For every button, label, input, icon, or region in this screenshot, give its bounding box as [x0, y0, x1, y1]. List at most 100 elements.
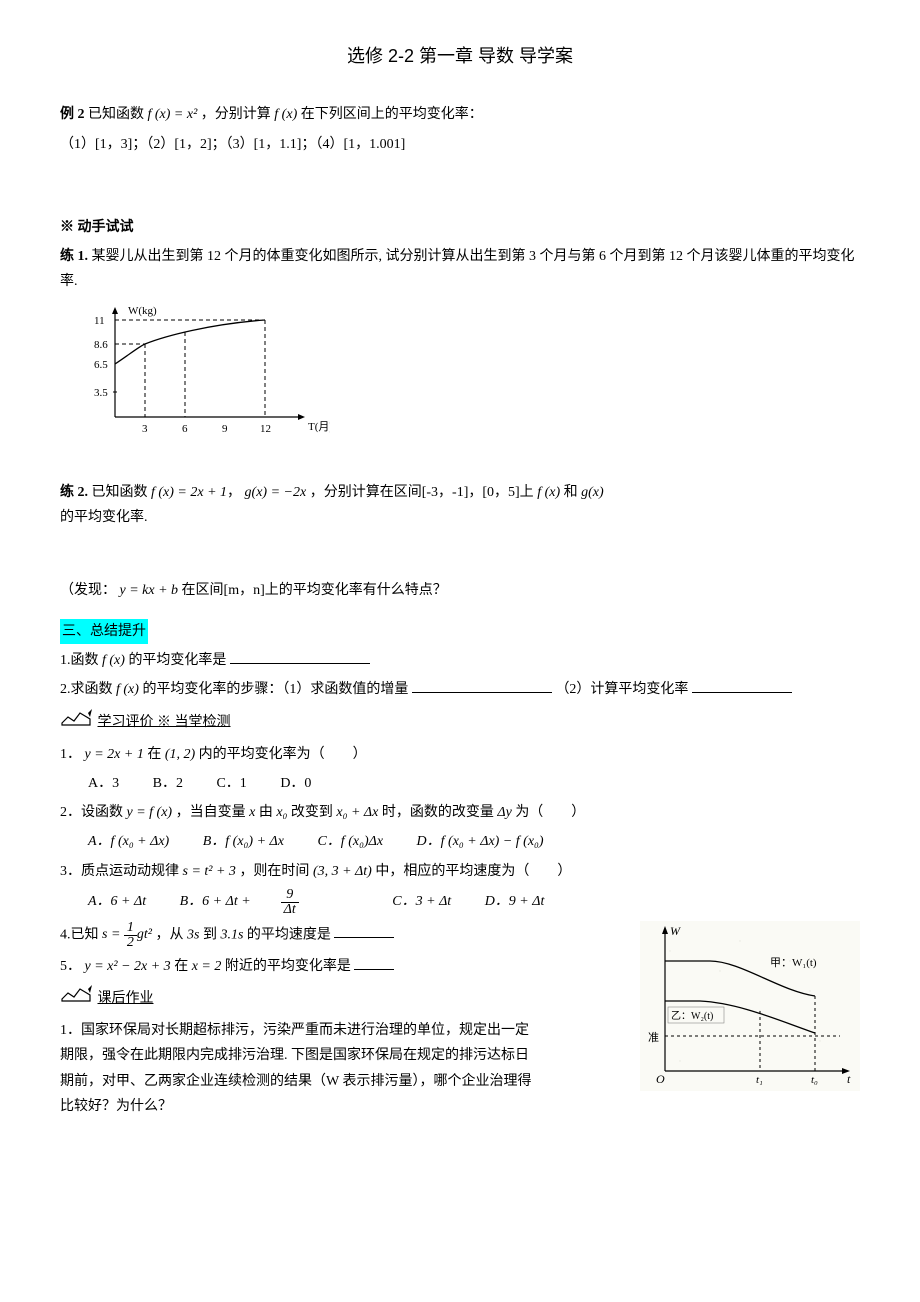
- math: y = 2x + 1: [85, 747, 144, 762]
- practice-2: 练 2. 已知函数 f (x) = 2x + 1， g(x) = −2x ，分别…: [60, 480, 860, 530]
- math: 3.1s: [220, 927, 243, 942]
- xtick: 3: [142, 423, 148, 435]
- math-fx: f (x) = x²: [148, 107, 198, 122]
- opt-c: C．f (x₀)Δx: [317, 829, 383, 854]
- ytick: 11: [94, 315, 105, 327]
- q1: 1． y = 2x + 1 在 (1, 2) 内的平均变化率为（ ）: [60, 742, 860, 767]
- t1: t₁: [756, 1074, 763, 1086]
- math: x: [249, 805, 255, 820]
- q2-options: A．f (x₀ + Δx) B．f (x₀) + Δx C．f (x₀)Δx D…: [60, 829, 860, 854]
- math: y = f (x): [127, 805, 173, 820]
- label-jia: 甲：W₁(t): [770, 957, 817, 969]
- text: 在: [147, 747, 161, 762]
- xtick: 6: [182, 423, 188, 435]
- homework-heading: 课后作业: [98, 991, 154, 1006]
- opt-b: B．f (x₀) + Δx: [203, 829, 284, 854]
- xlabel: T(月): [308, 421, 330, 433]
- q2: 2．设函数 y = f (x) ，当自变量 x 由 x₀ 改变到 x₀ + Δx…: [60, 800, 860, 825]
- text: 2．设函数: [60, 805, 123, 820]
- opt-b: B．6 + Δt + 9Δt: [180, 888, 359, 917]
- blank: [354, 955, 394, 970]
- opt-d: D．f (x₀ + Δx) − f (x₀): [417, 829, 544, 854]
- example-2-items: （1）[1，3]；（2）[1，2]；（3）[1，1.1]；（4）[1，1.001…: [60, 132, 860, 157]
- text: 附近的平均变化率是: [225, 959, 351, 974]
- practice-text: 某婴儿从出生到第 12 个月的体重变化如图所示, 试分别计算从出生到第 3 个月…: [60, 249, 855, 289]
- opt-c: C．1: [216, 771, 246, 796]
- opt-c: C．3 + Δt: [392, 889, 451, 914]
- text: 已知函数: [92, 485, 148, 500]
- opt-a: A．6 + Δt: [88, 889, 146, 914]
- ylabel: W: [670, 924, 681, 938]
- practice-1: 练 1. 某婴儿从出生到第 12 个月的体重变化如图所示, 试分别计算从出生到第…: [60, 244, 860, 294]
- practice-label: 练 1.: [60, 249, 88, 264]
- text: 1．: [60, 747, 81, 762]
- text: ，当自变量: [176, 805, 246, 820]
- math: g(x): [581, 485, 604, 500]
- opt-b: B．2: [153, 771, 183, 796]
- text: gt²: [137, 927, 152, 942]
- hand-icon: [60, 707, 94, 738]
- highlight: 三、总结提升: [60, 619, 148, 644]
- std-label: 准: [648, 1031, 659, 1044]
- hand-icon: [60, 983, 94, 1014]
- text: ，从: [156, 927, 184, 942]
- text: 到: [203, 927, 217, 942]
- summary-line-1: 1.函数 f (x) 的平均变化率是: [60, 648, 860, 673]
- q3-options: A．6 + Δt B．6 + Δt + 9Δt C．3 + Δt D．9 + Δ…: [60, 888, 860, 917]
- text: 3．质点运动动规律: [60, 864, 179, 879]
- math: Δy: [497, 805, 511, 820]
- text: 1.函数: [60, 653, 99, 668]
- math-fx2: f (x): [274, 107, 297, 122]
- page-title: 选修 2-2 第一章 导数 导学案: [60, 40, 860, 72]
- text: 的平均变化率的步骤：（1）求函数值的增量: [142, 682, 408, 697]
- num: 1: [124, 921, 137, 936]
- origin: O: [656, 1072, 665, 1086]
- ytick: 3.5: [94, 387, 108, 399]
- summary-line-2: 2.求函数 f (x) 的平均变化率的步骤：（1）求函数值的增量 （2）计算平均…: [60, 677, 860, 702]
- text: s =: [102, 927, 124, 942]
- text: 的平均变化率.: [60, 510, 148, 525]
- text: 5．: [60, 959, 81, 974]
- weight-chart-svg: W(kg) T(月) 11 8.6 6.5 3.5 3 6 9 12: [90, 302, 330, 462]
- math: x₀: [276, 805, 287, 820]
- practice-label: 练 2.: [60, 485, 88, 500]
- opt-d: D．0: [280, 771, 311, 796]
- math: f (x): [102, 653, 125, 668]
- ytick: 6.5: [94, 359, 108, 371]
- math: f (x) = 2x + 1: [151, 485, 227, 500]
- summary-heading: 三、总结提升: [60, 619, 860, 644]
- homework-q1: 1．国家环保局对长期超标排污，污染严重而未进行治理的单位，规定出一定期限，强令在…: [60, 1018, 540, 1119]
- den: Δt: [281, 903, 299, 917]
- text: ，分别计算在区间[-3，-1]，[0，5]上: [310, 485, 534, 500]
- evaluation-heading: 学习评价 ※ 当堂检测: [98, 714, 231, 729]
- text: 已知函数: [88, 107, 144, 122]
- math: (3, 3 + Δt): [313, 864, 372, 879]
- practice-heading: ※ 动手试试: [60, 215, 860, 240]
- opt-a: A．f (x₀ + Δx): [88, 829, 169, 854]
- q3: 3．质点运动动规律 s = t² + 3 ，则在时间 (3, 3 + Δt) 中…: [60, 859, 860, 884]
- text: 改变到: [291, 805, 333, 820]
- math: s = t² + 3: [183, 864, 236, 879]
- num: 9: [281, 888, 299, 903]
- ylabel: W(kg): [128, 305, 157, 317]
- text: 在: [174, 959, 188, 974]
- math: 3s: [187, 927, 199, 942]
- math: f (x): [116, 682, 139, 697]
- text: 中，相应的平均速度为（ ）: [375, 864, 571, 879]
- discover: （发现： y = kx + b 在区间[m，n]上的平均变化率有什么特点？: [60, 578, 860, 603]
- math: s = 12gt²: [102, 927, 156, 942]
- label-yi: 乙：W₂(t): [671, 1010, 713, 1022]
- text: B．6 + Δt +: [180, 889, 251, 914]
- den: 2: [124, 936, 137, 950]
- text: （2）计算平均变化率: [555, 682, 688, 697]
- text: 时，函数的改变量: [382, 805, 494, 820]
- xtick: 12: [260, 423, 271, 435]
- text: 的平均变化率是: [128, 653, 226, 668]
- text: 内的平均变化率为（ ）: [199, 747, 367, 762]
- blank: [230, 649, 370, 664]
- math: (1, 2): [165, 747, 195, 762]
- example-2: 例 2 已知函数 f (x) = x² ，分别计算 f (x) 在下列区间上的平…: [60, 102, 860, 127]
- q1-options: A．3 B．2 C．1 D．0: [60, 771, 860, 796]
- text: （发现：: [60, 583, 116, 598]
- text: 2.求函数: [60, 682, 113, 697]
